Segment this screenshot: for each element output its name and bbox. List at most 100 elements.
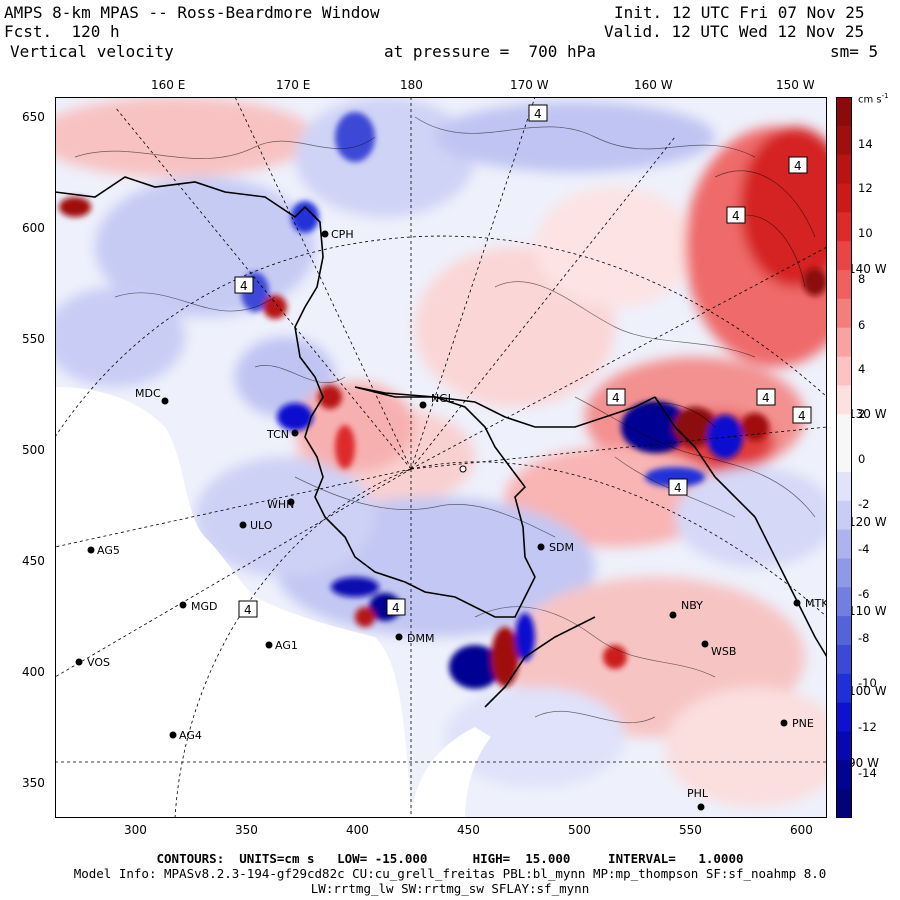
station-label: MTK <box>805 597 827 610</box>
colorbar-swatch <box>836 558 852 588</box>
contour-box: 4 <box>238 600 258 618</box>
station-label: NGL <box>431 392 455 405</box>
cbar-label: -8 <box>858 631 870 645</box>
south-pole-marker <box>459 465 467 473</box>
contour-lines <box>74 116 816 724</box>
colorbar-swatch <box>836 125 852 156</box>
land-mask-south <box>411 727 491 818</box>
cbar-label: -12 <box>858 720 877 734</box>
colorbar-swatch <box>836 500 852 531</box>
model-info: Model Info: MPASv8.2.3-194-gf29cd82c CU:… <box>73 866 827 881</box>
colorbar-swatch <box>836 298 852 329</box>
station-label: PNE <box>792 717 814 730</box>
colorbar-swatch <box>836 270 852 300</box>
station-mgd: MGD <box>179 600 218 613</box>
colorbar-swatch <box>836 212 852 242</box>
lon-label-140w: 140 W <box>848 262 887 276</box>
x-tick-400: 400 <box>346 823 369 837</box>
station-label: SDM <box>549 541 574 554</box>
cbar-label: 12 <box>858 181 873 195</box>
y-tick-350: 350 <box>22 776 45 790</box>
station-label: AG4 <box>179 729 202 742</box>
colorbar-swatch <box>836 241 852 271</box>
x-tick-450: 450 <box>457 823 480 837</box>
station-pne: PNE <box>780 717 814 730</box>
station-mdc: MDC <box>135 387 169 405</box>
init-label: Init. <box>614 3 663 22</box>
station-label: VOS <box>87 656 110 669</box>
graticule <box>55 97 827 818</box>
station-ngl: NGL <box>419 392 455 409</box>
station-label: PHL <box>687 787 709 800</box>
station-ag5: AG5 <box>87 544 120 557</box>
cbar-label: -14 <box>858 766 877 780</box>
cbar-label: 6 <box>858 318 866 332</box>
y-tick-500: 500 <box>22 443 45 457</box>
x-tick-550: 550 <box>679 823 702 837</box>
x-tick-350: 350 <box>235 823 258 837</box>
station-label: WHN <box>267 498 294 511</box>
station-tcn: TCN <box>266 428 299 441</box>
colorbar-swatch <box>836 673 852 704</box>
station-label: WSB <box>711 645 736 658</box>
contour-box: 4 <box>606 388 626 406</box>
cbar-label: -6 <box>858 587 870 601</box>
fcst-label: Fcst. <box>4 22 53 41</box>
lon-label-100w: 100 W <box>848 684 887 698</box>
x-tick-300: 300 <box>124 823 147 837</box>
contour-box-label: 4 <box>240 279 248 293</box>
station-wsb: WSB <box>701 640 736 658</box>
colorbar-swatch <box>836 385 852 415</box>
station-nby: NBY <box>669 599 703 619</box>
contour-box: 4 <box>528 104 548 122</box>
station-label: MDC <box>135 387 161 400</box>
contour-box: 4 <box>668 478 688 496</box>
contour-box-label: 4 <box>732 209 740 223</box>
colorbar-swatch <box>836 731 852 761</box>
colorbar-swatch <box>836 443 852 473</box>
station-cph: CPH <box>321 228 354 241</box>
contour-box-label: 4 <box>798 409 806 423</box>
contour-value-boxes: 4 4 4 4 4 4 4 4 4 4 <box>234 104 812 618</box>
colorbar-swatch <box>836 154 852 185</box>
contour-box-label: 4 <box>392 601 400 615</box>
contour-box-label: 4 <box>674 481 682 495</box>
coastline <box>55 176 827 708</box>
lon-tick-160w: 160 W <box>634 78 673 92</box>
contour-info: CONTOURS: UNITS=cm s LOW= -15.000 HIGH= … <box>156 851 744 866</box>
station-label: ULO <box>250 519 273 532</box>
y-tick-450: 450 <box>22 554 45 568</box>
lon-tick-170w: 170 W <box>510 78 549 92</box>
colorbar-swatch <box>836 702 852 732</box>
y-tick-400: 400 <box>22 665 45 679</box>
colorbar-swatch <box>836 97 852 127</box>
station-label: AG1 <box>275 639 298 652</box>
colorbar-swatch <box>836 529 852 559</box>
colorbar-swatch <box>836 183 852 213</box>
contour-box-label: 4 <box>244 603 252 617</box>
station-label: NBY <box>681 599 703 612</box>
station-label: CPH <box>331 228 354 241</box>
cbar-label: 8 <box>858 272 866 286</box>
x-tick-600: 600 <box>790 823 813 837</box>
contour-box: 4 <box>234 276 254 294</box>
station-ulo: ULO <box>239 519 273 532</box>
field-name: Vertical velocity <box>10 42 174 61</box>
colorbar-swatch <box>836 760 852 790</box>
land-mask-west <box>55 387 411 818</box>
contour-box-label: 4 <box>762 391 770 405</box>
y-tick-550: 550 <box>22 332 45 346</box>
station-label: AG5 <box>97 544 120 557</box>
cbar-label: 2 <box>858 407 866 421</box>
station-ag1: AG1 <box>265 639 298 652</box>
station-label: DMM <box>407 632 434 645</box>
lon-label-120w: 120 W <box>848 515 887 529</box>
colorbar-swatch <box>836 414 852 444</box>
station-ag4: AG4 <box>169 729 202 742</box>
lon-label-110w: 110 W <box>848 604 887 618</box>
lon-tick-180: 180 <box>400 78 423 92</box>
colorbar-swatch <box>836 789 852 818</box>
cbar-label: 0 <box>858 452 866 466</box>
map-title: AMPS 8-km MPAS -- Ross-Beardmore Window <box>4 3 380 22</box>
station-sdm: SDM <box>537 541 574 554</box>
